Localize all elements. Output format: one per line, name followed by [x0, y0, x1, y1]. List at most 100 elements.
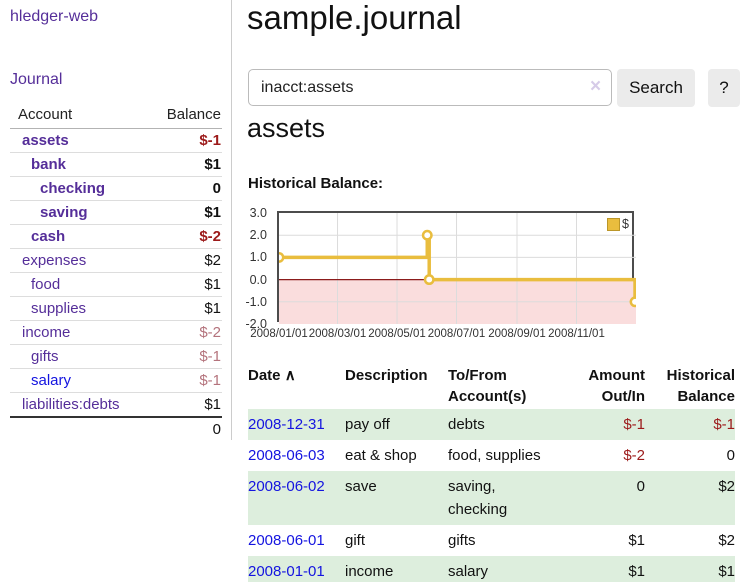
accounts-total-row: 0 [10, 416, 222, 441]
account-link-assets[interactable]: assets [22, 132, 69, 149]
account-balance: 0 [144, 176, 222, 201]
sidebar-divider [231, 0, 232, 440]
x-tick-label: 2008/05/01 [368, 328, 426, 340]
x-tick-label: 2008/11/01 [548, 328, 605, 340]
account-link-liabilities-debts[interactable]: liabilities:debts [22, 396, 120, 413]
accounts-header-account: Account [10, 102, 145, 129]
register-header-balance: Historical Balance [666, 367, 735, 405]
help-button[interactable]: ? [708, 69, 740, 107]
transaction-description: eat & shop [345, 447, 417, 464]
register-header-amount: Amount Out/In [588, 367, 645, 405]
account-balance: $-2 [144, 320, 222, 345]
accounts-table-header: Account Balance [10, 102, 222, 129]
register-row: 2008-12-31 pay off debts $-1 $-1 [248, 409, 735, 440]
search-input[interactable] [248, 69, 612, 106]
transaction-date-link[interactable]: 2008-06-01 [248, 532, 325, 549]
transaction-description: gift [345, 532, 366, 549]
transaction-description: income [345, 556, 448, 582]
account-balance: $2 [144, 248, 222, 273]
account-heading: assets [247, 113, 326, 143]
x-tick-label: 2008/09/01 [488, 328, 546, 340]
account-link-bank[interactable]: bank [31, 156, 67, 173]
account-link-cash[interactable]: cash [31, 228, 66, 245]
register-row: 2008-06-01 gift gifts $1 $2 [248, 525, 735, 556]
legend-swatch-icon [607, 217, 621, 231]
transaction-balance: $2 [645, 471, 735, 525]
account-row: salary $-1 [10, 368, 222, 393]
account-balance: $1 [144, 152, 222, 177]
account-row: supplies $1 [10, 296, 222, 321]
account-balance: $1 [144, 200, 222, 225]
transaction-amount: $1 [628, 532, 645, 549]
account-balance: $-1 [144, 344, 222, 369]
account-link-expenses[interactable]: expenses [22, 252, 87, 269]
transaction-accounts: saving, checking [448, 471, 560, 525]
x-tick-label: 2008/01/01 [250, 328, 308, 340]
register-header-accounts: To/From Account(s) [448, 367, 527, 405]
transaction-description: pay off [345, 409, 448, 440]
transaction-date-link[interactable]: 2008-01-01 [248, 563, 325, 580]
account-row: food $1 [10, 272, 222, 297]
account-row: checking 0 [10, 176, 222, 201]
account-balance: $-2 [144, 224, 222, 249]
transaction-date-link[interactable]: 2008-06-02 [248, 478, 325, 495]
transaction-accounts: debts [448, 409, 560, 440]
y-tick-label: 2.0 [249, 228, 267, 243]
sidebar-item-journal[interactable]: Journal [10, 71, 63, 88]
app-title-link[interactable]: hledger-web [10, 8, 99, 25]
account-link-gifts[interactable]: gifts [31, 348, 59, 365]
accounts-table: Account Balance assets $-1 bank $1 check… [10, 102, 222, 441]
register-header-date[interactable]: Date ∧ [248, 367, 296, 384]
chart-title: Historical Balance: [248, 175, 384, 192]
account-row: expenses $2 [10, 248, 222, 273]
account-balance: $1 [144, 392, 222, 418]
y-tick-label: 1.0 [249, 250, 267, 265]
y-tick-label: 0.0 [249, 272, 267, 287]
chart-canvas [279, 213, 636, 324]
register-row: 2008-06-02 save saving, checking 0 $2 [248, 471, 735, 525]
register-header-description: Description [345, 367, 428, 384]
register-header-row: Date ∧ Description To/From Account(s) Am… [248, 363, 735, 409]
transaction-balance: 0 [726, 447, 735, 464]
transaction-accounts: salary [448, 556, 560, 582]
balance-chart: $ [277, 211, 636, 324]
accounts-header-balance: Balance [144, 102, 222, 129]
x-tick-label: 2008/07/01 [427, 328, 486, 340]
chart-legend: $ [607, 217, 629, 231]
chart-y-axis: 3.0 2.0 1.0 0.0 -1.0 -2.0 [234, 206, 272, 331]
account-row: bank $1 [10, 152, 222, 177]
account-link-supplies[interactable]: supplies [31, 300, 87, 317]
x-tick-label: 2008/03/01 [308, 328, 367, 340]
chart-x-axis: 2008/01/01 2008/03/01 2008/05/01 2008/07/01… [250, 328, 636, 344]
account-link-saving[interactable]: saving [40, 204, 88, 221]
search-button[interactable]: Search [617, 69, 695, 107]
register-table: Date ∧ Description To/From Account(s) Am… [248, 363, 735, 582]
transaction-date-link[interactable]: 2008-12-31 [248, 416, 325, 433]
transaction-amount: 0 [560, 471, 645, 525]
account-row: gifts $-1 [10, 344, 222, 369]
register-row: 2008-01-01 income salary $1 $1 [248, 556, 735, 582]
transaction-balance: $-1 [645, 409, 735, 440]
transaction-balance: $2 [718, 532, 735, 549]
account-link-income[interactable]: income [22, 324, 71, 341]
account-balance: $-1 [144, 128, 222, 153]
account-row: saving $1 [10, 200, 222, 225]
account-balance: $1 [144, 296, 222, 321]
register-row: 2008-06-03 eat & shop food, supplies $-2… [248, 440, 735, 471]
account-balance: $1 [144, 272, 222, 297]
transaction-date-link[interactable]: 2008-06-03 [248, 447, 325, 464]
account-link-checking[interactable]: checking [40, 180, 106, 197]
account-row: liabilities:debts $1 [10, 392, 222, 418]
transaction-description: save [345, 471, 448, 525]
page-title: sample.journal [247, 0, 462, 36]
legend-label: $ [622, 217, 629, 231]
account-link-salary[interactable]: salary [31, 372, 72, 389]
clear-search-icon[interactable]: × [590, 76, 602, 97]
y-tick-label: -1.0 [245, 294, 267, 309]
transaction-amount: $-2 [623, 447, 645, 464]
y-tick-label: -2.0 [245, 317, 267, 331]
account-link-food[interactable]: food [31, 276, 61, 293]
transaction-amount: $-1 [560, 409, 645, 440]
account-row: assets $-1 [10, 128, 222, 153]
